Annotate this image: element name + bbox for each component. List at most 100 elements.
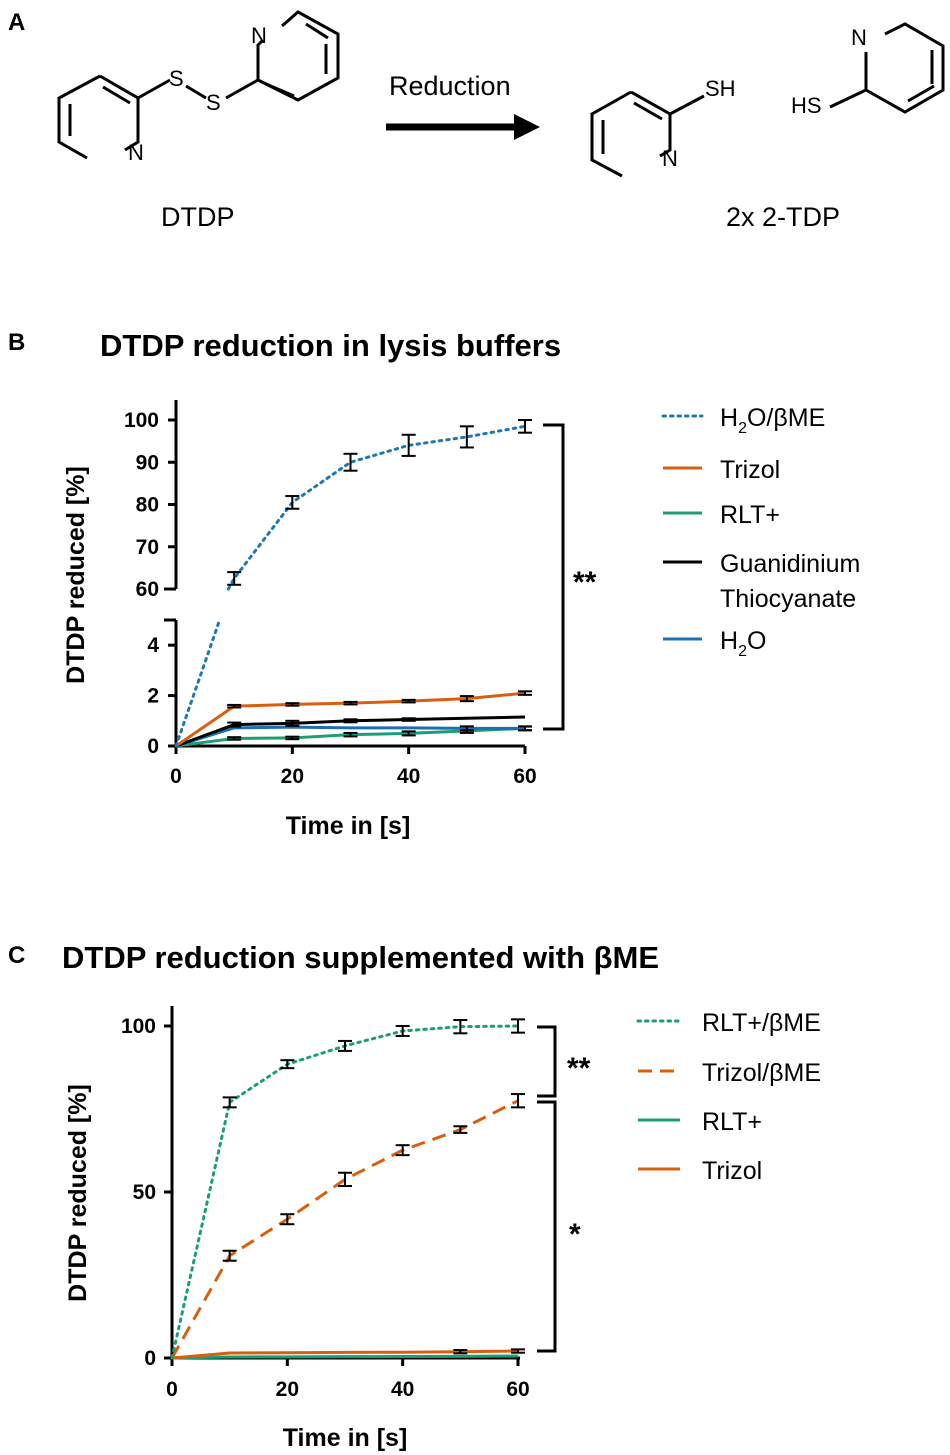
reactant-label: DTDP (161, 202, 235, 232)
chart-b-y-tick-label: 4 (147, 634, 159, 657)
chart-c-legend: RLT+/βME Trizol/βME RLT+ Trizol (636, 1009, 821, 1185)
chart-c-error-bar-trizol (453, 1349, 468, 1355)
chart-c-error-bar-trizol-me (395, 1144, 410, 1157)
chart-c-significance-bracket-1 (537, 1025, 557, 1098)
chart-b-error-bar-h2o (518, 725, 532, 732)
chart-b-error-bar-rlt (343, 731, 358, 738)
chart-b-error-bar-h2o-me (401, 433, 416, 457)
chart-b-legend-label-h2o: H2O (720, 627, 766, 660)
chart-b-error-bar-trizol (518, 690, 532, 696)
chart-b-significance-bracket (543, 423, 565, 731)
reaction-arrow-head (514, 114, 540, 140)
chart-c-x-tick-label: 0 (166, 1378, 178, 1401)
chart-b-error-bar-trizol (459, 695, 474, 703)
atom-n-2: N (251, 23, 267, 48)
chart-c-legend-label-trizol: Trizol (702, 1157, 762, 1185)
chart-b-x-tick-label: 20 (281, 765, 304, 788)
chart-b-y-tick-label: 0 (147, 735, 159, 758)
chart-b-x-tick-label: 40 (397, 765, 420, 788)
chart-c-x-tick-label: 20 (276, 1378, 299, 1401)
tdp-structure-1 (590, 90, 705, 178)
chart-c-error-bar-trizol-me (222, 1249, 237, 1262)
chart-b-error-bar-h2o-me (343, 452, 358, 472)
chart-b-y-tick-label: 100 (124, 409, 159, 432)
chart-b-error-bar-trizol (401, 698, 416, 704)
chart-b-error-bar-guanidinium-thiocyanate (227, 721, 242, 728)
chart-b-significance: ** (573, 566, 597, 599)
chart-b-y-tick-label: 2 (147, 685, 159, 708)
chart-b: 0 2 4 60 70 80 90 100 0 20 40 60 (124, 400, 565, 788)
tdp-structure-2 (829, 22, 945, 114)
chart-b-y-tick-label: 60 (136, 578, 159, 601)
chart-b-legend-label-h2o-me: H2O/βME (720, 404, 825, 437)
panel-letter-b: B (8, 329, 25, 356)
chart-c-significance-1: ** (567, 1052, 591, 1085)
chart-b-error-bar-h2o-me (227, 571, 242, 586)
chart-b-error-bar-trizol (343, 700, 358, 706)
panel-letter-a: A (8, 9, 25, 36)
chart-c-significance-2: * (569, 1218, 581, 1251)
chart-b-y-tick-label: 80 (136, 494, 159, 517)
chart-c-y-tick-label: 0 (144, 1347, 156, 1370)
chart-c-significance-bracket-2 (537, 1100, 557, 1353)
atom-n-3: N (662, 146, 678, 171)
chart-b-error-bar-trizol (227, 703, 242, 709)
chart-b-legend-label-line2: Thiocyanate (720, 585, 856, 613)
chart-b-y-label: DTDP reduced [%] (62, 466, 90, 684)
chart-c-error-bar-trizol-me (338, 1171, 352, 1188)
chart-c-y-label: DTDP reduced [%] (64, 1084, 92, 1302)
chart-b-legend-label-trizol: Trizol (720, 456, 780, 484)
chart-c-y-tick-label: 100 (121, 1015, 156, 1038)
chart-c-series-line-rlt-me (170, 1024, 520, 1360)
chart-c: 0 50 100 0 20 40 60 (121, 1006, 557, 1401)
chart-b-error-bar-trizol (285, 702, 300, 707)
chart-b-legend-label-rlt: RLT+ (720, 501, 780, 529)
chart-b-error-bar-guanidinium-thiocyanate (401, 717, 416, 722)
chart-b-series-line-h2o-me (174, 618, 222, 748)
chart-c-title: DTDP reduction supplemented with βME (62, 940, 659, 975)
chart-b-series-line-h2o-me (226, 424, 527, 591)
chart-c-y-tick-label: 50 (133, 1181, 156, 1204)
chart-b-y-tick-label: 70 (136, 536, 159, 559)
chart-b-legend: H2O/βME Trizol RLT+ Guanidinium Thiocyanate H… (661, 404, 860, 660)
chart-b-error-bar-rlt (285, 735, 300, 741)
chart-c-error-bar-rlt-me (453, 1019, 468, 1035)
chart-b-y-tick-label: 90 (136, 451, 159, 474)
atom-s-2: S (206, 90, 221, 115)
chart-c-x-tick-label: 40 (391, 1378, 414, 1401)
chart-c-error-bar-trizol-me (511, 1093, 525, 1109)
chart-c-error-bar-rlt-me (338, 1039, 352, 1052)
chart-c-error-bar-trizol-me (280, 1213, 295, 1226)
atom-s-1: S (169, 66, 184, 91)
chart-b-x-tick-label: 0 (170, 765, 182, 788)
chart-c-error-bar-rlt-me (222, 1096, 237, 1109)
chart-c-error-bar-trizol (511, 1348, 525, 1354)
chart-b-title: DTDP reduction in lysis buffers (100, 328, 561, 363)
chart-b-error-bar-rlt (227, 736, 242, 741)
chart-c-legend-label-rlt: RLT+ (702, 1108, 762, 1136)
chart-c-error-bar-rlt-me (511, 1018, 525, 1034)
atom-n-1: N (128, 140, 144, 165)
chart-c-error-bar-rlt-me (280, 1059, 295, 1070)
chart-b-error-bar-h2o (459, 725, 474, 732)
chart-b-error-bar-h2o-me (459, 425, 474, 449)
dtdp-structure (57, 10, 340, 160)
chart-b-error-bar-h2o-me (518, 419, 532, 434)
atom-sh: SH (705, 76, 736, 101)
atom-hs: HS (791, 93, 822, 118)
chart-c-x-label: Time in [s] (283, 1424, 408, 1452)
chart-c-x-tick-label: 60 (506, 1378, 529, 1401)
chart-b-x-tick-label: 60 (513, 765, 536, 788)
arrow-label: Reduction (389, 71, 511, 101)
panel-letter-c: C (8, 942, 25, 969)
chart-b-error-bar-guanidinium-thiocyanate (343, 718, 358, 724)
chart-c-series-line-trizol-me (170, 1099, 519, 1359)
atom-n-4: N (851, 25, 867, 50)
chart-b-error-bar-rlt (401, 730, 416, 737)
chart-c-legend-label-trizol-me: Trizol/βME (702, 1059, 821, 1087)
chart-c-series-line-rlt (171, 1354, 519, 1360)
chart-b-error-bar-guanidinium-thiocyanate (285, 719, 300, 727)
chart-b-x-label: Time in [s] (286, 812, 411, 840)
chart-c-error-bar-trizol-me (453, 1125, 468, 1134)
